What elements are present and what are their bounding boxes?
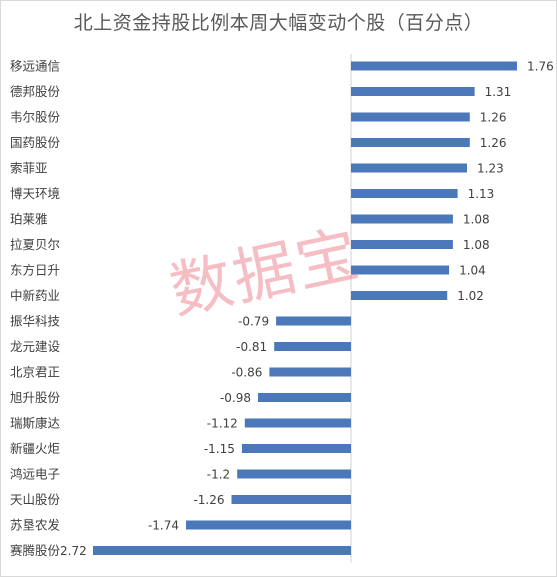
value-label-10: -0.79 — [238, 315, 269, 329]
category-label-9: 中新药业 — [10, 288, 60, 303]
value-label-8: 1.04 — [459, 264, 486, 278]
category-label-15: 新疆火炬 — [10, 441, 60, 456]
bar-9 — [351, 291, 448, 300]
bar-18 — [186, 520, 351, 530]
category-label-5: 博天环境 — [10, 186, 60, 201]
value-label-5: 1.13 — [468, 187, 495, 201]
value-label-14: -1.12 — [207, 417, 238, 431]
value-label-19: 2.72 — [60, 544, 87, 558]
bar-4 — [351, 163, 467, 173]
value-label-11: -0.81 — [236, 340, 267, 354]
bar-3 — [351, 138, 470, 147]
value-label-2: 1.26 — [480, 111, 507, 125]
bar-2 — [351, 112, 470, 122]
bar-12 — [269, 367, 351, 377]
value-label-13: -0.98 — [220, 391, 251, 405]
bar-6 — [351, 214, 453, 224]
bar-19 — [93, 546, 351, 555]
chart-title: 北上资金持股比例本周大幅变动个股（百分点） — [73, 12, 484, 34]
value-label-6: 1.08 — [463, 213, 490, 227]
bar-7 — [351, 240, 453, 249]
bar-15 — [241, 444, 351, 453]
bar-5 — [351, 189, 458, 198]
category-label-11: 龙元建设 — [10, 339, 61, 354]
value-label-18: -1.74 — [148, 519, 179, 533]
category-label-12: 北京君正 — [10, 365, 60, 380]
value-label-3: 1.26 — [480, 136, 507, 150]
bar-16 — [237, 469, 351, 479]
bar-10 — [276, 316, 351, 326]
value-label-0: 1.76 — [527, 60, 554, 74]
category-label-8: 东方日升 — [10, 263, 60, 278]
value-label-15: -1.15 — [204, 442, 235, 456]
category-label-17: 天山股份 — [10, 492, 61, 507]
bar-13 — [258, 393, 351, 402]
bar-17 — [231, 495, 351, 504]
bar-14 — [244, 418, 351, 428]
category-label-14: 瑞斯康达 — [10, 416, 61, 431]
bar-11 — [274, 342, 351, 351]
category-label-0: 移远通信 — [10, 59, 60, 74]
value-label-4: 1.23 — [477, 162, 504, 176]
category-label-16: 鸿远电子 — [10, 467, 60, 482]
bar-1 — [351, 87, 475, 96]
category-label-3: 国药股份 — [10, 135, 61, 150]
value-label-17: -1.26 — [193, 493, 224, 507]
category-label-7: 拉夏贝尔 — [10, 237, 60, 252]
category-label-4: 索菲亚 — [10, 161, 48, 176]
bar-0 — [351, 61, 517, 71]
value-label-1: 1.31 — [485, 85, 512, 99]
value-label-9: 1.02 — [457, 289, 484, 303]
category-label-19: 赛腾股份 — [10, 543, 61, 558]
category-label-18: 苏垦农发 — [10, 518, 61, 533]
category-label-13: 旭升股份 — [10, 390, 61, 405]
bar-8 — [351, 265, 450, 275]
category-label-1: 德邦股份 — [10, 84, 61, 99]
category-label-10: 振华科技 — [10, 314, 61, 329]
value-label-7: 1.08 — [463, 238, 490, 252]
value-label-16: -1.2 — [207, 468, 230, 482]
category-label-2: 韦尔股份 — [10, 110, 61, 125]
category-label-6: 珀莱雅 — [10, 212, 48, 227]
value-label-12: -0.86 — [231, 366, 262, 380]
